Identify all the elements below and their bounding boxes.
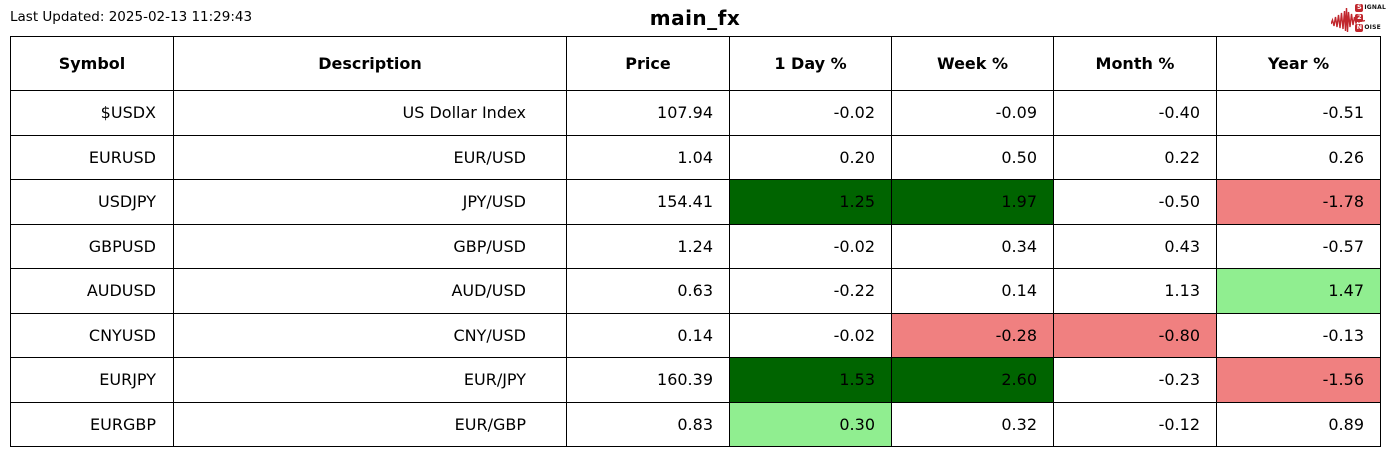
year-change-cell: -1.78 — [1216, 179, 1381, 225]
logo-badge-n: N — [1355, 23, 1364, 32]
header-row: Symbol Description Price 1 Day % Week % … — [10, 36, 1381, 91]
price-cell: 0.14 — [566, 312, 730, 358]
top-bar: Last Updated: 2025-02-13 11:29:43 main_f… — [0, 0, 1390, 36]
table-row-eurgbp: EURGBP EUR/GBP 0.83 0.30 0.32 -0.12 0.89 — [10, 401, 1381, 447]
year-change-cell: 0.89 — [1216, 401, 1381, 447]
table-row-eurusd: EURUSD EUR/USD 1.04 0.20 0.50 0.22 0.26 — [10, 134, 1381, 180]
day-change-cell: 1.25 — [729, 179, 892, 225]
fx-table: Symbol Description Price 1 Day % Week % … — [10, 36, 1381, 447]
week-change-cell: 0.50 — [891, 134, 1054, 180]
week-change-cell: 0.34 — [891, 223, 1054, 269]
week-change-cell: 0.14 — [891, 268, 1054, 314]
table-row-cnyusd: CNYUSD CNY/USD 0.14 -0.02 -0.28 -0.80 -0… — [10, 312, 1381, 358]
year-change-cell: -0.51 — [1216, 90, 1381, 136]
symbol-cell: CNYUSD — [10, 312, 174, 358]
day-change-cell: -0.22 — [729, 268, 892, 314]
column-header-month: Month % — [1053, 36, 1217, 91]
description-cell: CNY/USD — [173, 312, 567, 358]
month-change-cell: 0.43 — [1053, 223, 1217, 269]
description-cell: GBP/USD — [173, 223, 567, 269]
symbol-cell: GBPUSD — [10, 223, 174, 269]
column-header-price: Price — [566, 36, 730, 91]
column-header-symbol: Symbol — [10, 36, 174, 91]
signal2noise-logo: S IGNAL 2 N OISE — [1331, 2, 1387, 34]
column-header-description: Description — [173, 36, 567, 91]
day-change-cell: 0.20 — [729, 134, 892, 180]
week-change-cell: -0.28 — [891, 312, 1054, 358]
price-cell: 107.94 — [566, 90, 730, 136]
column-header-year: Year % — [1216, 36, 1381, 91]
year-change-cell: 0.26 — [1216, 134, 1381, 180]
description-cell: EUR/USD — [173, 134, 567, 180]
description-cell: US Dollar Index — [173, 90, 567, 136]
year-change-cell: -1.56 — [1216, 357, 1381, 403]
price-cell: 160.39 — [566, 357, 730, 403]
symbol-cell: AUDUSD — [10, 268, 174, 314]
month-change-cell: -0.12 — [1053, 401, 1217, 447]
page-title: main_fx — [649, 6, 741, 30]
symbol-cell: EURGBP — [10, 401, 174, 447]
table-row-usdx: $USDX US Dollar Index 107.94 -0.02 -0.09… — [10, 90, 1381, 136]
column-header-day: 1 Day % — [729, 36, 892, 91]
symbol-cell: EURUSD — [10, 134, 174, 180]
price-cell: 1.24 — [566, 223, 730, 269]
description-cell: EUR/GBP — [173, 401, 567, 447]
symbol-cell: USDJPY — [10, 179, 174, 225]
month-change-cell: -0.40 — [1053, 90, 1217, 136]
month-change-cell: -0.23 — [1053, 357, 1217, 403]
description-cell: AUD/USD — [173, 268, 567, 314]
logo-line-2: 2 — [1355, 13, 1386, 22]
month-change-cell: -0.50 — [1053, 179, 1217, 225]
price-cell: 1.04 — [566, 134, 730, 180]
week-change-cell: 1.97 — [891, 179, 1054, 225]
year-change-cell: 1.47 — [1216, 268, 1381, 314]
price-cell: 0.83 — [566, 401, 730, 447]
year-change-cell: -0.57 — [1216, 223, 1381, 269]
table-row-audusd: AUDUSD AUD/USD 0.63 -0.22 0.14 1.13 1.47 — [10, 268, 1381, 314]
week-change-cell: -0.09 — [891, 90, 1054, 136]
symbol-cell: EURJPY — [10, 357, 174, 403]
description-cell: EUR/JPY — [173, 357, 567, 403]
day-change-cell: -0.02 — [729, 90, 892, 136]
week-change-cell: 2.60 — [891, 357, 1054, 403]
symbol-cell: $USDX — [10, 90, 174, 136]
day-change-cell: -0.02 — [729, 223, 892, 269]
day-change-cell: -0.02 — [729, 312, 892, 358]
month-change-cell: -0.80 — [1053, 312, 1217, 358]
table-row-eurjpy: EURJPY EUR/JPY 160.39 1.53 2.60 -0.23 -1… — [10, 357, 1381, 403]
month-change-cell: 0.22 — [1053, 134, 1217, 180]
week-change-cell: 0.32 — [891, 401, 1054, 447]
description-cell: JPY/USD — [173, 179, 567, 225]
logo-line-noise: N OISE — [1355, 23, 1386, 32]
day-change-cell: 0.30 — [729, 401, 892, 447]
month-change-cell: 1.13 — [1053, 268, 1217, 314]
logo-line-signal: S IGNAL — [1355, 3, 1386, 12]
logo-badge-s: S — [1355, 3, 1364, 12]
last-updated-text: Last Updated: 2025-02-13 11:29:43 — [10, 9, 253, 25]
column-header-week: Week % — [891, 36, 1054, 91]
day-change-cell: 1.53 — [729, 357, 892, 403]
price-cell: 0.63 — [566, 268, 730, 314]
logo-rest-ignal: IGNAL — [1364, 4, 1386, 11]
logo-rest-oise: OISE — [1364, 24, 1381, 31]
logo-badge-2: 2 — [1355, 13, 1364, 22]
year-change-cell: -0.13 — [1216, 312, 1381, 358]
price-cell: 154.41 — [566, 179, 730, 225]
table-row-gbpusd: GBPUSD GBP/USD 1.24 -0.02 0.34 0.43 -0.5… — [10, 223, 1381, 269]
logo-text: S IGNAL 2 N OISE — [1355, 3, 1386, 33]
table-row-usdjpy: USDJPY JPY/USD 154.41 1.25 1.97 -0.50 -1… — [10, 179, 1381, 225]
